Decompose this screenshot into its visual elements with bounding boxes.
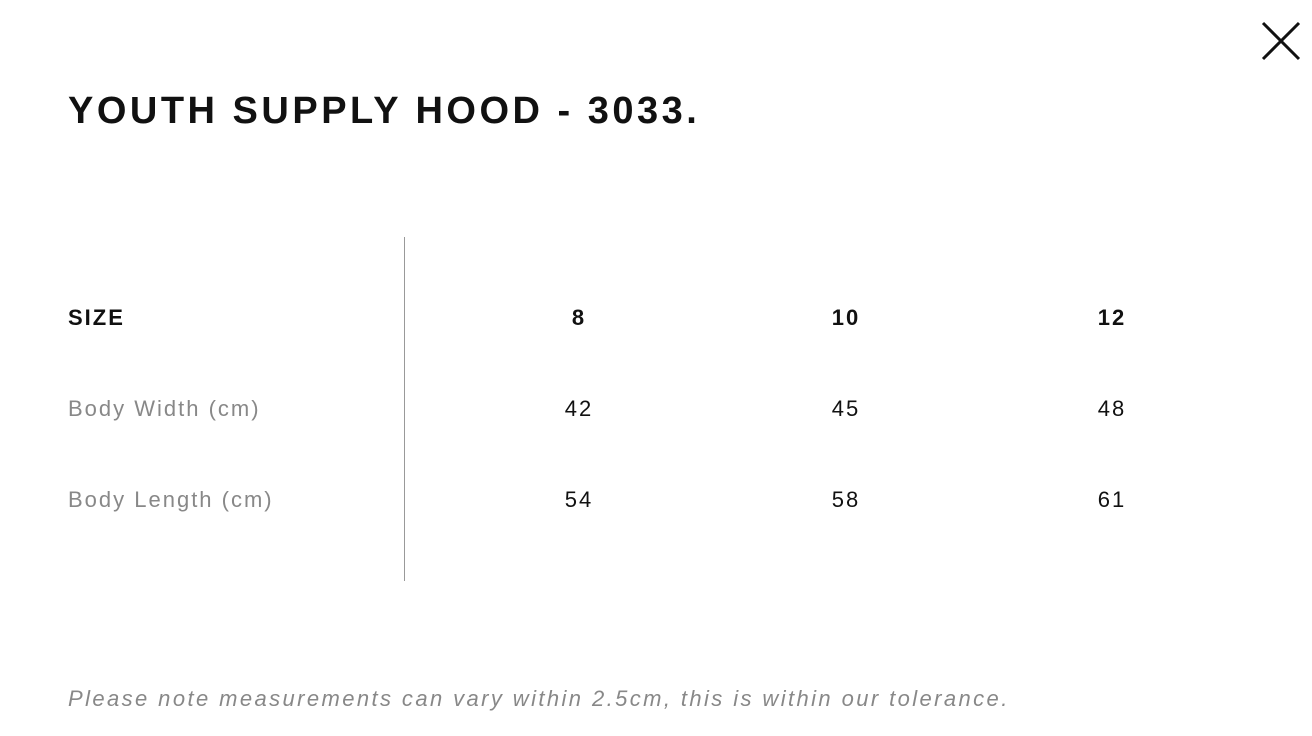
close-button[interactable] — [1260, 20, 1302, 62]
row-label: Body Length (cm) — [68, 487, 274, 512]
size-header: 10 — [831, 305, 861, 330]
row-label: Body Width (cm) — [68, 396, 261, 421]
cell: 45 — [831, 396, 861, 421]
table-row: Body Width (cm) 42 45 48 — [68, 396, 1268, 426]
cell: 54 — [564, 487, 594, 512]
cell: 42 — [564, 396, 594, 421]
size-header: 8 — [571, 305, 587, 330]
cell: 61 — [1097, 487, 1127, 512]
size-header: 12 — [1097, 305, 1127, 330]
cell: 58 — [831, 487, 861, 512]
table-divider — [404, 237, 405, 581]
page-title: YOUTH SUPPLY HOOD - 3033. — [68, 90, 701, 132]
size-label: SIZE — [68, 305, 125, 330]
close-icon — [1261, 21, 1301, 61]
table-row: Body Length (cm) 54 58 61 — [68, 487, 1268, 517]
cell: 48 — [1097, 396, 1127, 421]
tolerance-note: Please note measurements can vary within… — [68, 686, 1010, 711]
table-header-row: SIZE 8 10 12 — [68, 305, 1268, 335]
